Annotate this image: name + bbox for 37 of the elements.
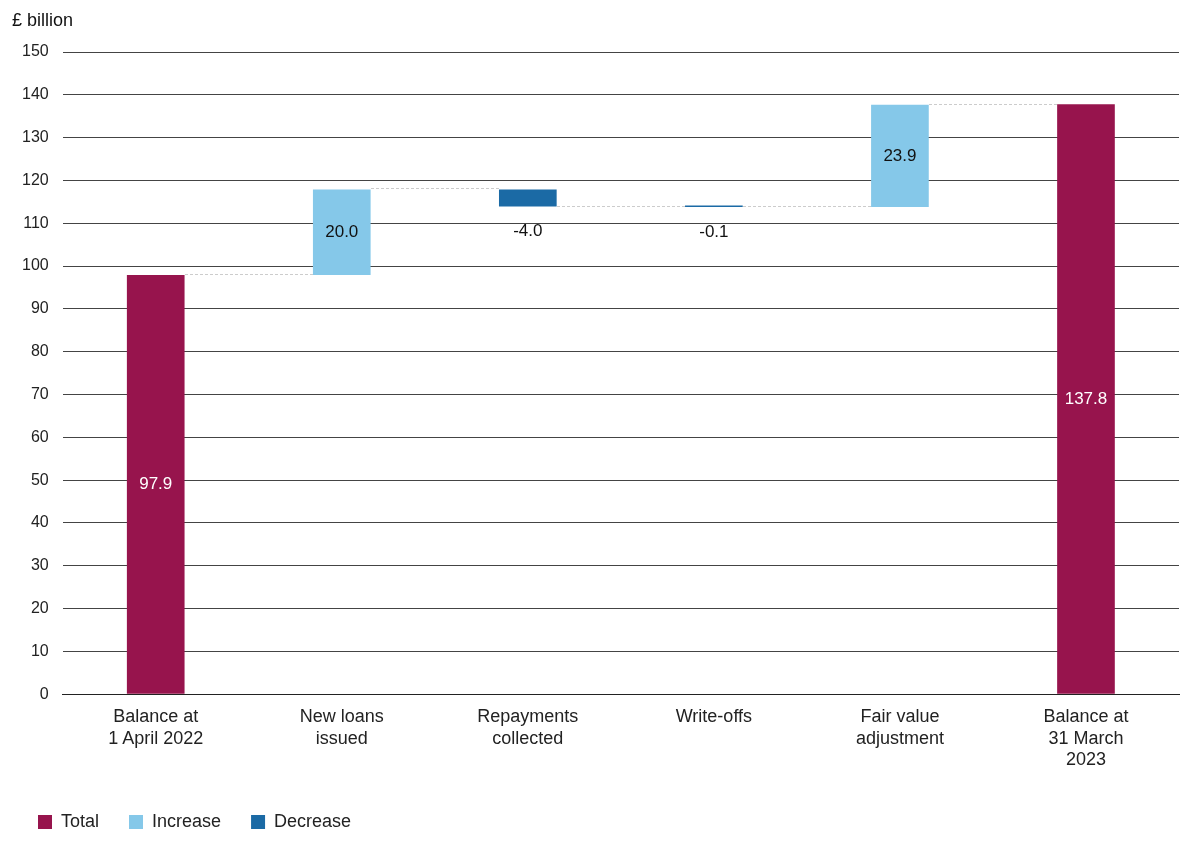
bar (498, 189, 557, 207)
x-tick-label: Balance at 31 March 2023 (1043, 705, 1129, 770)
data-label: -4.0 (513, 221, 543, 241)
data-label: 23.9 (883, 145, 917, 165)
y-tick-label: 40 (30, 513, 49, 531)
y-tick-label: 20 (30, 598, 49, 616)
y-tick-label: 140 (21, 85, 49, 103)
bar (871, 104, 929, 207)
y-tick-label: 0 (39, 684, 49, 702)
data-label: 97.9 (139, 474, 173, 494)
y-tick-label: 120 (21, 170, 49, 188)
x-tick-label: Write-offs (675, 705, 753, 726)
y-tick-label: 110 (23, 213, 49, 231)
y-tick-label: 130 (21, 128, 49, 146)
x-tick-label: New loans issued (299, 705, 384, 748)
bar (312, 189, 371, 276)
data-label: -0.1 (699, 221, 729, 241)
y-tick-label: 90 (30, 299, 49, 317)
legend-label: Increase (152, 810, 222, 831)
y-tick-label: 70 (30, 384, 49, 402)
y-axis-title: £ billion (12, 9, 74, 30)
y-tick-label: 150 (21, 42, 49, 60)
data-label: 137.8 (1064, 388, 1108, 408)
y-tick-label: 100 (21, 256, 49, 274)
y-tick-label: 60 (30, 427, 49, 445)
x-tick-label: Repayments collected (477, 705, 579, 748)
y-tick-label: 80 (30, 342, 49, 360)
bar (126, 275, 185, 694)
x-tick-label: Fair value adjustment (855, 705, 944, 748)
y-tick-label: 30 (30, 556, 49, 574)
y-tick-label: 10 (30, 641, 49, 659)
bar (1057, 104, 1115, 694)
x-tick-label: Balance at 1 April 2022 (108, 705, 204, 748)
legend-label: Total (61, 810, 100, 831)
legend-label: Decrease (274, 810, 352, 831)
data-label: 20.0 (325, 221, 359, 241)
y-tick-label: 50 (30, 470, 49, 488)
